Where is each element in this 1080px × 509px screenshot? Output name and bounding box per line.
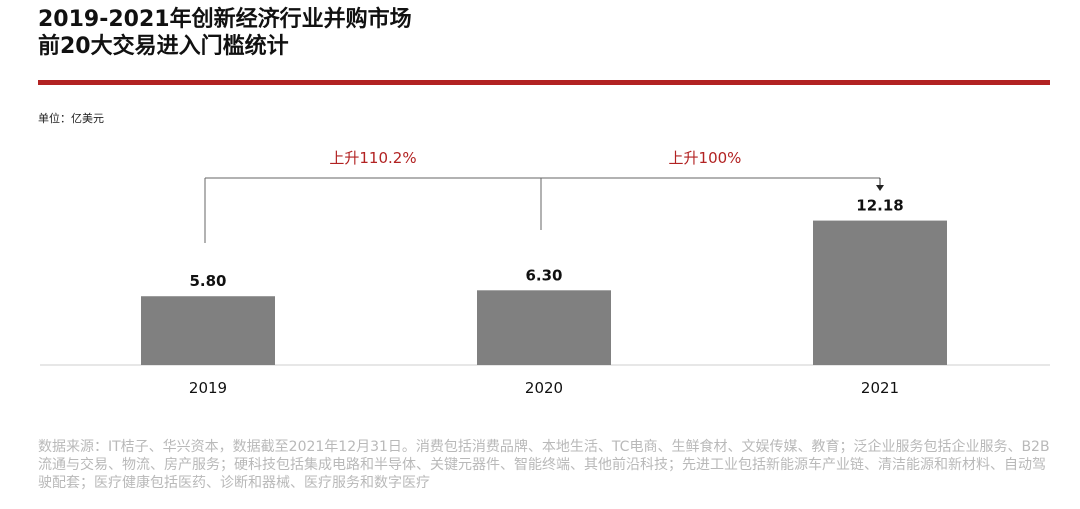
title-line-1: 2019-2021年创新经济行业并购市场 bbox=[38, 7, 412, 32]
unit-label: 单位：亿美元 bbox=[38, 112, 104, 125]
bar-2019 bbox=[141, 296, 275, 365]
bar-chart: 5.80 2019 6.30 2020 12.18 2021 上升110.2% 上升100% bbox=[40, 149, 1050, 397]
title-divider bbox=[38, 80, 1050, 85]
tick-label-2019: 2019 bbox=[189, 379, 227, 397]
growth-annotation-2: 上升100% bbox=[669, 149, 742, 167]
data-label-2020: 6.30 bbox=[525, 266, 562, 284]
title-line-2: 前20大交易进入门槛统计 bbox=[38, 34, 289, 59]
bar-2020 bbox=[477, 290, 611, 365]
growth-annotation-1: 上升110.2% bbox=[329, 149, 416, 167]
bar-2021 bbox=[813, 220, 947, 365]
tick-label-2020: 2020 bbox=[525, 379, 563, 397]
data-label-2019: 5.80 bbox=[189, 272, 226, 290]
data-label-2021: 12.18 bbox=[856, 197, 903, 215]
tick-label-2021: 2021 bbox=[861, 379, 899, 397]
arrow-down-icon bbox=[876, 185, 884, 191]
source-note: 数据来源：IT桔子、华兴资本，数据截至2021年12月31日。消费包括消费品牌、… bbox=[38, 439, 1050, 491]
page-title: 2019-2021年创新经济行业并购市场 前20大交易进入门槛统计 bbox=[38, 6, 412, 60]
